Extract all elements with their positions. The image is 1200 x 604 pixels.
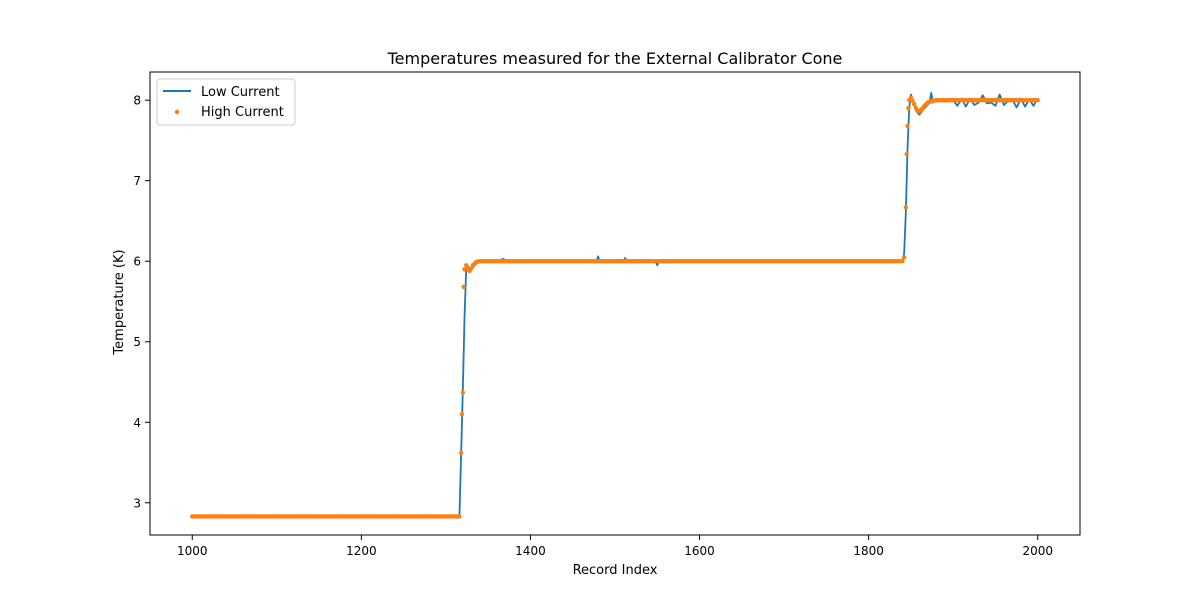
high-current-point [903, 205, 909, 210]
high-current-point [462, 267, 467, 272]
chart-title: Temperatures measured for the External C… [387, 49, 843, 68]
legend-high-current-label: High Current [201, 105, 284, 120]
high-current-point [901, 255, 907, 260]
high-current-point [459, 412, 465, 417]
y-axis-label: Temperature (K) [112, 249, 127, 355]
x-axis: 1000 1200 1400 1600 1800 2000 [177, 535, 1053, 558]
high-current-points [190, 95, 1040, 519]
y-tick-label: 7 [133, 174, 141, 188]
legend-low-current-label: Low Current [201, 85, 280, 100]
plot-frame [149, 71, 1081, 536]
high-current-point [460, 390, 466, 395]
legend: Low Current High Current [156, 78, 296, 126]
y-tick-label: 3 [133, 496, 141, 510]
high-current-point [906, 106, 911, 111]
y-axis: 3 4 5 6 7 8 [133, 94, 150, 510]
x-tick-label: 1000 [177, 544, 208, 558]
legend-frame [156, 78, 296, 126]
x-tick-label: 1600 [684, 544, 715, 558]
high-current-point [461, 284, 466, 290]
high-current-point [910, 98, 915, 104]
x-tick-label: 1400 [515, 544, 546, 558]
series-layer [190, 92, 1040, 519]
x-tick-label: 2000 [1022, 544, 1053, 558]
high-current-point [904, 151, 909, 157]
high-current-point [905, 123, 910, 129]
high-current-point [1035, 97, 1040, 103]
high-current-point [457, 514, 462, 519]
y-tick-label: 5 [133, 335, 141, 349]
y-tick-label: 6 [133, 255, 141, 269]
high-current-point [469, 266, 474, 271]
y-tick-label: 4 [133, 416, 141, 430]
high-current-point [908, 95, 914, 100]
high-current-point [458, 450, 464, 456]
high-current-point [912, 102, 917, 107]
y-tick-label: 8 [133, 94, 141, 108]
high-current-point [464, 263, 469, 268]
x-tick-label: 1200 [346, 544, 377, 558]
high-current-point [900, 259, 905, 264]
legend-high-current-swatch [174, 109, 180, 115]
x-tick-label: 1800 [853, 544, 884, 558]
x-axis-label: Record Index [573, 563, 658, 578]
